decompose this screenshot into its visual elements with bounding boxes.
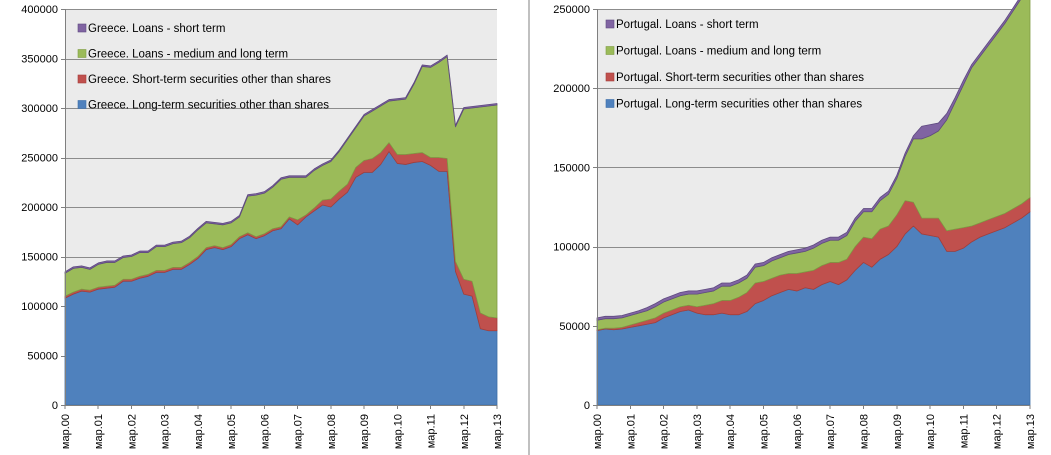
legend-swatch xyxy=(605,19,615,29)
y-tick-label: 350000 xyxy=(21,54,58,66)
x-tick-label: мар.08 xyxy=(858,414,870,449)
y-tick-label: 200000 xyxy=(553,83,590,95)
x-tick-label: мар.08 xyxy=(326,414,338,449)
chart-greece: 0 50000 100000 150000 200000 250000 300000 3500… xyxy=(21,4,504,449)
x-tick-label: мар.06 xyxy=(259,414,271,449)
legend-label: Greece. Short-term securities other than… xyxy=(88,74,331,86)
x-tick-label: мар.10 xyxy=(925,414,937,449)
x-tick-label: мар.00 xyxy=(592,414,604,449)
x-tick-label: мар.09 xyxy=(892,414,904,449)
legend-swatch xyxy=(605,46,615,55)
x-tick-label: мар.03 xyxy=(692,414,704,449)
legend-swatch xyxy=(605,72,615,82)
legend-label: Greece. Loans - short term xyxy=(88,23,225,35)
y-tick-label: 400000 xyxy=(21,4,58,16)
x-tick-label: мар.11 xyxy=(958,414,970,448)
x-tick-label: мар.13 xyxy=(1025,414,1037,449)
x-tick-label: мар.04 xyxy=(193,414,205,449)
legend-label: Portugal. Short-term securities other th… xyxy=(616,72,864,84)
x-tick-label: мар.00 xyxy=(60,414,72,449)
legend-label: Greece. Loans - medium and long term xyxy=(88,49,288,61)
y-tick-label: 0 xyxy=(52,400,58,412)
x-tick-label: мар.12 xyxy=(459,414,471,449)
legend-label: Portugal. Long-term securities other tha… xyxy=(616,99,862,111)
x-tick-label: мар.01 xyxy=(93,414,105,449)
y-tick-label: 100000 xyxy=(553,242,590,254)
y-tick-label: 200000 xyxy=(21,202,58,214)
y-tick-label: 0 xyxy=(584,400,590,412)
y-tick-label: 150000 xyxy=(553,162,590,174)
y-tick-label: 50000 xyxy=(559,321,590,333)
legend-label: Portugal. Loans - short term xyxy=(616,19,759,31)
x-tick-label: мар.07 xyxy=(825,414,837,449)
x-tick-label: мар.12 xyxy=(992,414,1004,449)
x-tick-label: мар.03 xyxy=(160,414,172,449)
x-tick-label: мар.02 xyxy=(126,414,138,449)
y-tick-label: 250000 xyxy=(21,153,58,165)
area-greece-loans-short-term xyxy=(64,54,498,274)
y-tick-label: 100000 xyxy=(21,301,58,313)
legend-swatch xyxy=(605,99,615,108)
legend-swatch xyxy=(77,23,87,33)
x-tick-label: мар.02 xyxy=(659,414,671,449)
x-tick-label: мар.13 xyxy=(492,414,504,449)
area-portugal-loans-short-term xyxy=(596,0,1021,321)
y-tick-label: 50000 xyxy=(27,351,58,363)
x-tick-label: мар.11 xyxy=(426,414,438,448)
y-tick-label: 300000 xyxy=(21,103,58,115)
legend-label: Portugal. Loans - medium and long term xyxy=(616,46,821,58)
x-tick-label: мар.09 xyxy=(359,414,371,449)
x-tick-label: мар.01 xyxy=(625,414,637,449)
legend-swatch xyxy=(77,100,87,109)
x-tick-label: мар.10 xyxy=(392,414,404,449)
x-tick-label: мар.04 xyxy=(725,414,737,449)
y-tick-label: 250000 xyxy=(553,4,590,16)
legend-label: Greece. Long-term securities other than … xyxy=(88,100,329,112)
x-tick-label: мар.05 xyxy=(226,414,238,449)
legend-swatch xyxy=(77,74,87,84)
chart-portugal: 0 50000 100000 150000 200000 250000 мар.00 мар.… xyxy=(553,0,1037,449)
x-tick-label: мар.05 xyxy=(759,414,771,449)
x-tick-label: мар.07 xyxy=(293,414,305,449)
legend-swatch xyxy=(77,49,87,58)
y-tick-label: 150000 xyxy=(21,252,58,264)
x-tick-label: мар.06 xyxy=(792,414,804,449)
